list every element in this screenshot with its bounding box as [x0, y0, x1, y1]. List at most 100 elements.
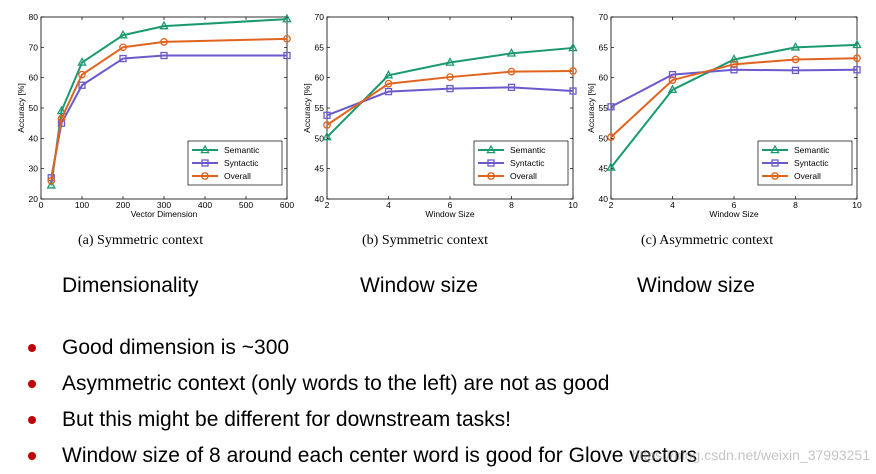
data-point-overall	[78, 70, 86, 79]
x-tick-label: 10	[852, 200, 862, 210]
data-point-syntactic	[853, 66, 861, 74]
data-point-semantic	[667, 84, 678, 94]
data-point-overall	[668, 76, 677, 84]
data-point-overall	[853, 54, 861, 63]
data-point-syntactic	[283, 51, 291, 60]
x-tick-label: 500	[239, 200, 253, 210]
y-tick-label: 60	[315, 73, 325, 83]
legend-label-overall: Overall	[224, 171, 251, 181]
bullet-dot-icon	[28, 452, 36, 460]
x-tick-label: 600	[280, 200, 294, 210]
data-point-overall	[607, 133, 615, 141]
data-point-semantic	[282, 13, 292, 23]
x-axis-label: Window Size	[709, 209, 758, 219]
data-point-syntactic	[119, 54, 127, 63]
data-point-semantic	[790, 41, 801, 51]
heading-window-size-2: Window size	[637, 274, 755, 297]
x-tick-label: 8	[509, 200, 514, 210]
x-tick-label: 100	[75, 200, 89, 210]
legend-marker-syntactic	[201, 159, 209, 167]
legend-label-semantic: Semantic	[510, 145, 546, 155]
x-tick-label: 10	[568, 200, 578, 210]
legend-marker-overall	[771, 172, 779, 180]
y-tick-label: 30	[29, 164, 39, 174]
x-tick-label: 8	[793, 200, 798, 210]
heading-dimensionality: Dimensionality	[62, 274, 199, 297]
y-tick-label: 55	[315, 103, 325, 113]
data-point-overall	[446, 73, 454, 81]
data-point-overall	[119, 43, 127, 52]
y-tick-label: 80	[29, 12, 39, 22]
y-tick-label: 20	[29, 194, 39, 204]
data-point-semantic	[322, 131, 332, 141]
y-tick-label: 70	[29, 42, 39, 52]
caption-a: (a) Symmetric context	[78, 233, 204, 248]
bullet-text: But this might be different for downstre…	[62, 408, 511, 431]
bullet-item: Window size of 8 around each center word…	[28, 438, 697, 474]
legend-label-semantic: Semantic	[224, 145, 260, 155]
charts-canvas: 0 100 200 300 400 500 600 20 30 40 50 60 70 80 Vector …	[16, 12, 862, 219]
y-tick-label: 50	[599, 133, 609, 143]
y-tick-label: 45	[599, 164, 609, 174]
caption-c: (c) Asymmetric context	[641, 233, 774, 248]
data-point-semantic	[118, 29, 128, 39]
y-tick-label: 65	[599, 42, 609, 52]
data-point-syntactic	[160, 51, 168, 60]
data-point-overall	[283, 34, 291, 43]
data-point-syntactic	[323, 111, 331, 119]
x-tick-label: 6	[732, 200, 737, 210]
x-tick-label: 0	[39, 200, 44, 210]
series-line-semantic	[326, 46, 574, 138]
data-point-overall	[791, 55, 800, 64]
data-point-overall	[507, 67, 516, 76]
data-point-syntactic	[507, 83, 516, 92]
chart-dimensionality: 0 100 200 300 400 500 600 20 30 40 50 60 70 80 Vector …	[16, 12, 294, 219]
data-point-semantic	[56, 105, 67, 115]
legend-label-syntactic: Syntactic	[510, 158, 545, 168]
heading-window-size-1: Window size	[360, 274, 478, 297]
bullet-item: But this might be different for downstre…	[28, 402, 697, 438]
data-point-syntactic	[78, 81, 86, 89]
chart-window-asymmetric: 2 4 6 8 10 40 45 50 55 60 65 70 Window Size Accuracy …	[586, 12, 862, 219]
x-axis-label: Vector Dimension	[131, 209, 198, 219]
series-line-overall	[326, 69, 574, 126]
x-tick-label: 4	[670, 200, 675, 210]
y-tick-label: 40	[315, 194, 325, 204]
data-point-overall	[47, 176, 56, 185]
y-tick-label: 70	[599, 12, 609, 22]
series-line-syntactic	[326, 86, 574, 117]
data-point-syntactic	[569, 87, 577, 95]
legend-marker-overall	[201, 172, 209, 180]
legend-marker-syntactic	[771, 159, 779, 167]
legend-label-syntactic: Syntactic	[224, 158, 259, 168]
bullet-text: Good dimension is ~300	[62, 336, 290, 359]
watermark: https://blog.csdn.net/weixin_37993251	[631, 447, 870, 463]
data-point-semantic	[606, 162, 616, 171]
x-tick-label: 200	[116, 200, 130, 210]
y-tick-label: 65	[315, 42, 325, 52]
series-line-overall	[610, 57, 858, 138]
y-tick-label: 40	[29, 133, 39, 143]
bullet-text: Window size of 8 around each center word…	[62, 444, 697, 467]
data-point-semantic	[46, 179, 56, 189]
data-point-overall	[160, 38, 168, 46]
data-point-semantic	[729, 54, 739, 63]
legend-label-overall: Overall	[794, 171, 821, 181]
x-tick-label: 400	[198, 200, 212, 210]
y-tick-label: 70	[315, 12, 325, 22]
legend-label-semantic: Semantic	[794, 145, 830, 155]
data-point-semantic	[159, 20, 169, 30]
legend-marker-semantic	[770, 144, 780, 154]
data-point-semantic	[445, 57, 455, 66]
data-point-syntactic	[730, 66, 738, 74]
legend-label-overall: Overall	[510, 171, 537, 181]
legend-marker-overall	[487, 172, 495, 180]
data-point-overall	[323, 121, 331, 129]
chart-window-symmetric: 2 4 6 8 10 40 45 50 55 60 65 70 Window Size Accuracy …	[302, 12, 578, 219]
y-tick-label: 55	[599, 103, 609, 113]
data-point-syntactic	[668, 70, 677, 79]
y-tick-label: 50	[315, 133, 325, 143]
bullet-dot-icon	[28, 344, 36, 352]
y-tick-label: 60	[599, 73, 609, 83]
x-tick-label: 2	[325, 200, 330, 210]
